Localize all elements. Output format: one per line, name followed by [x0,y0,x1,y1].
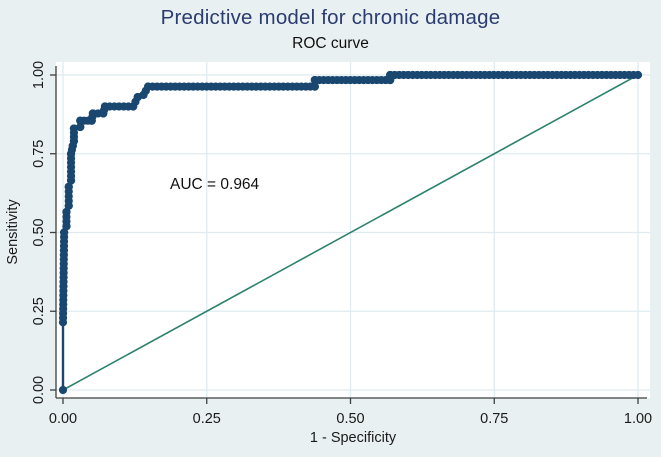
y-tick-label: 0.75 [31,140,47,168]
y-tick-label: 1.00 [31,61,47,89]
y-tick-label: 0.00 [31,376,47,404]
roc-data-point [633,70,643,80]
roc-data-point [64,182,73,191]
x-tick-label: 0.00 [49,411,77,427]
auc-annotation: AUC = 0.964 [170,176,260,193]
x-tick-label: 0.25 [193,411,221,427]
roc-data-point [76,122,85,132]
plot-area [56,62,650,398]
roc-data-point [310,82,319,91]
chart-title: Predictive model for chronic damage [160,6,501,29]
roc-data-point [69,124,79,133]
y-axis-title: Sensitivity [5,199,21,265]
roc-data-point [62,207,71,217]
y-tick-label: 0.25 [31,297,47,325]
x-axis-title: 1 - Specificity [309,430,397,446]
roc-data-point [60,228,69,237]
x-tick-label: 1.00 [624,411,652,427]
x-tick-label: 0.75 [480,411,508,427]
chart-subtitle: ROC curve [292,35,369,52]
reference-line [62,74,639,391]
roc-data-point [58,385,68,395]
x-tick-label: 0.50 [336,411,364,427]
y-tick-label: 0.50 [31,218,47,246]
